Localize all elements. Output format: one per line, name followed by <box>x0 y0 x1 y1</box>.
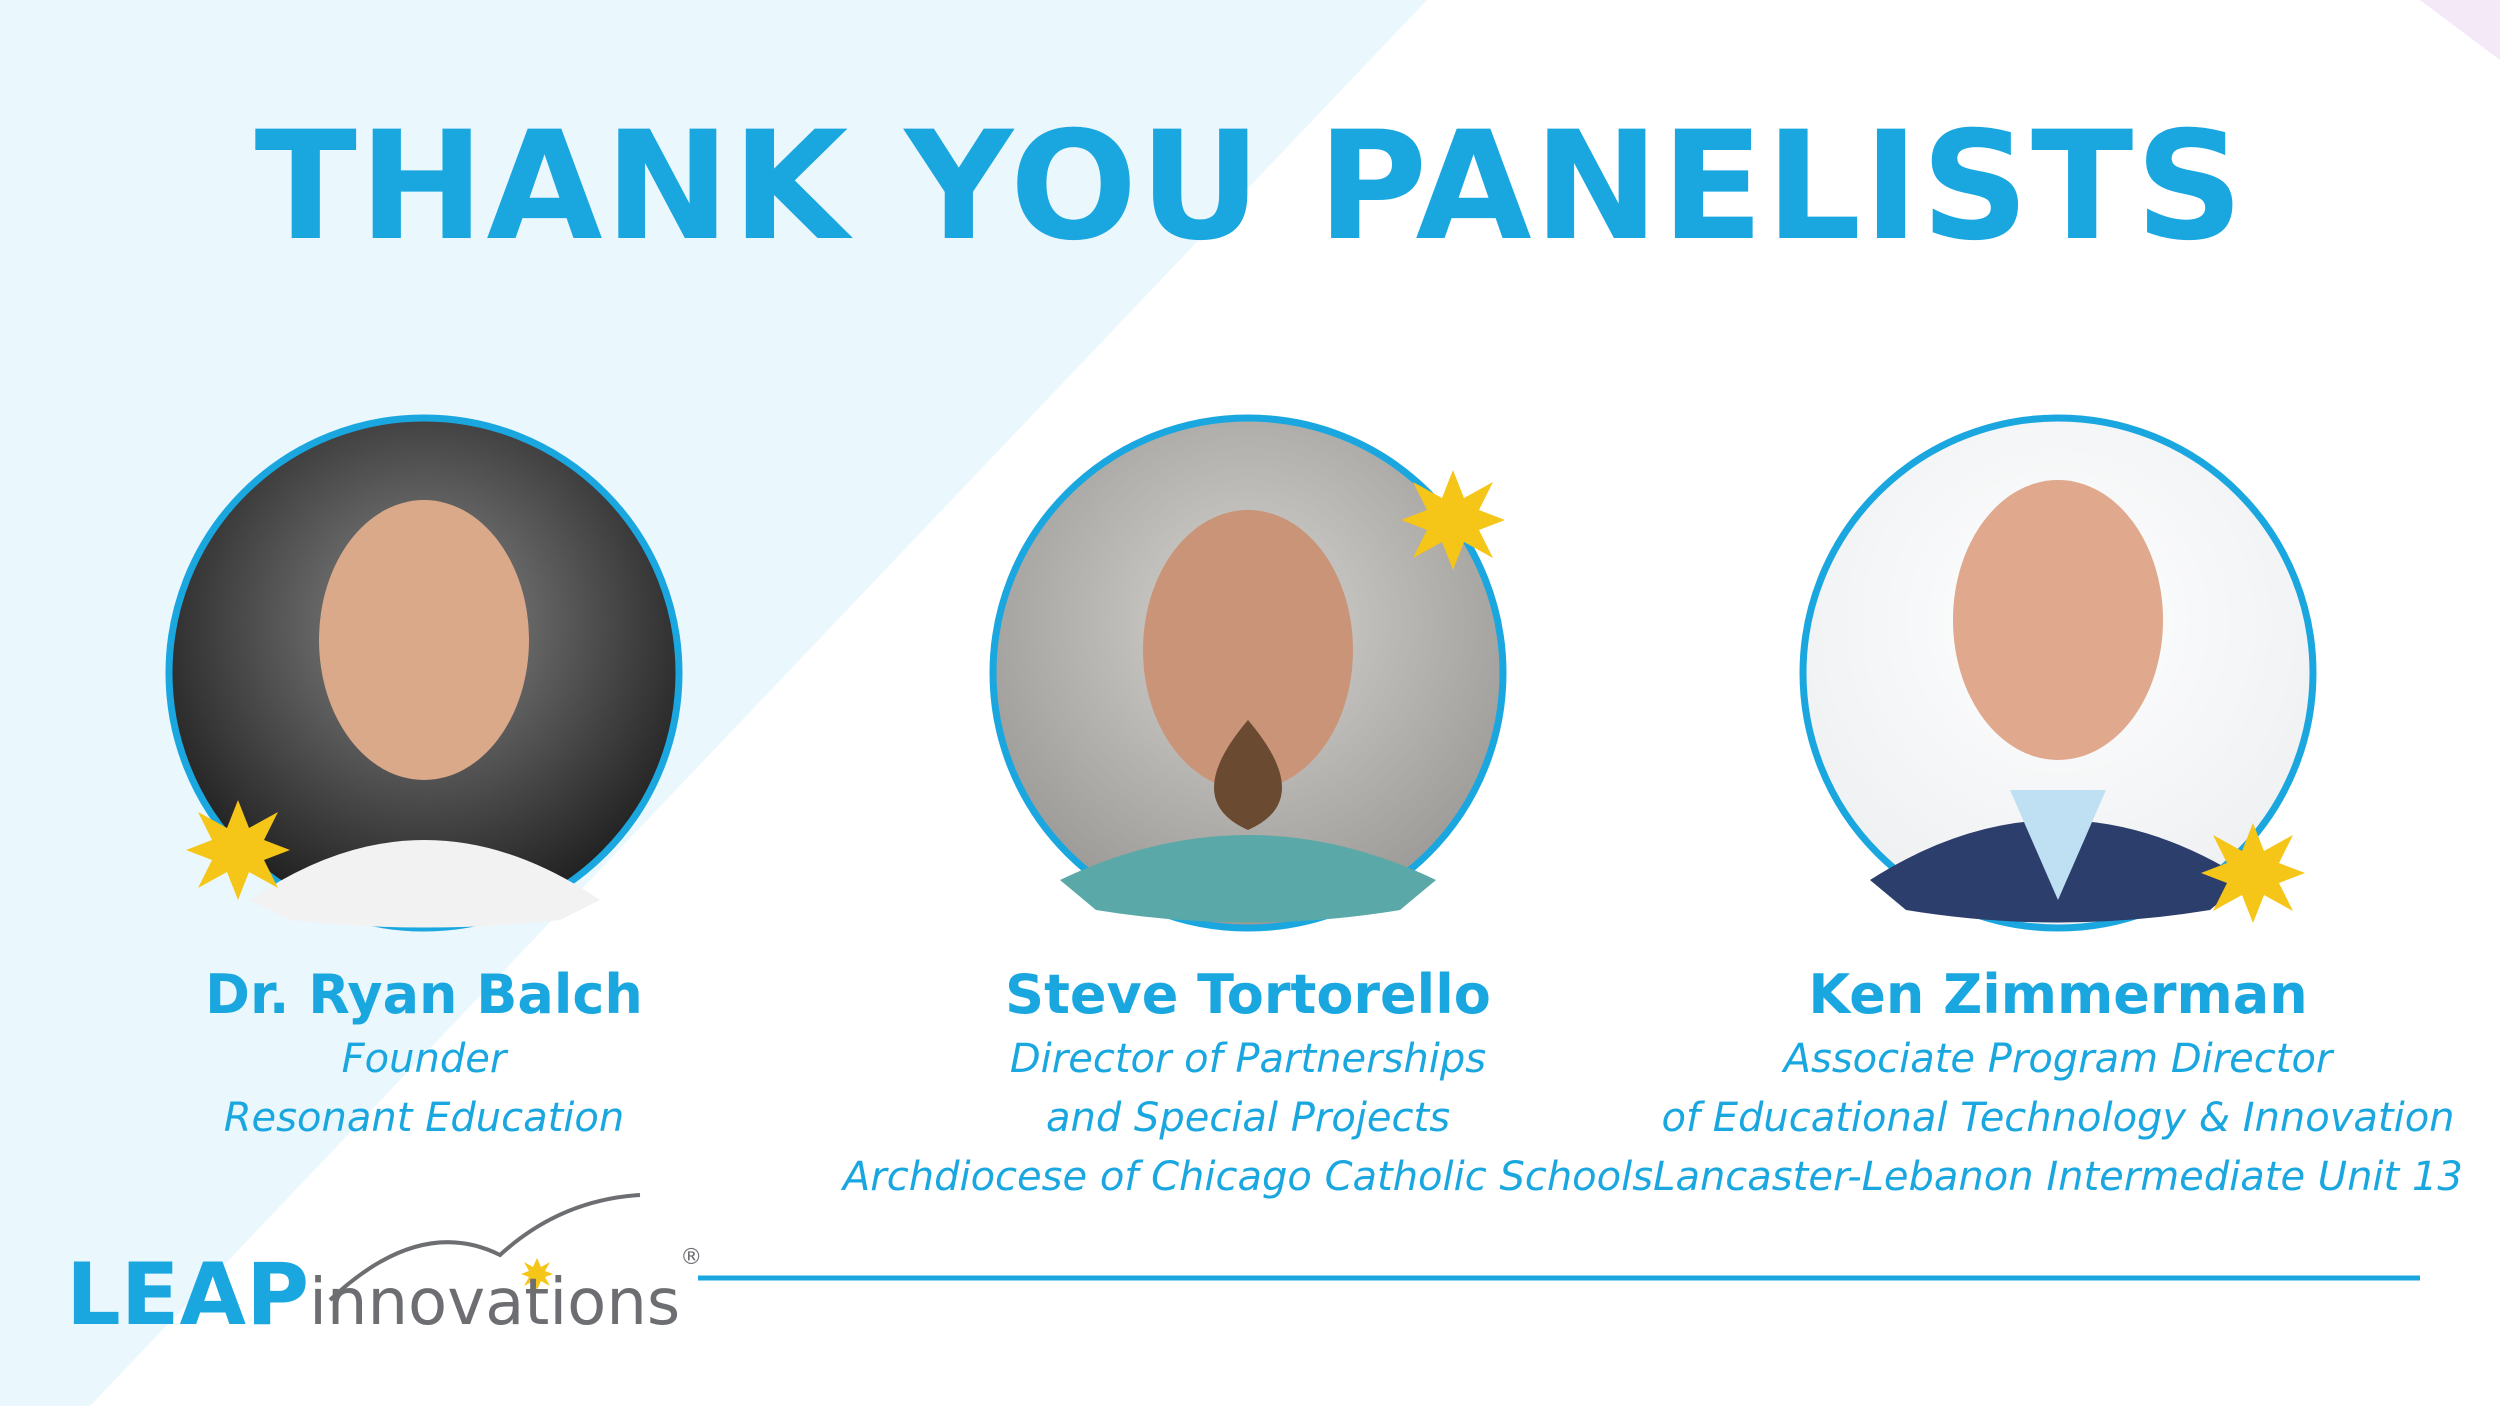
photo-2 <box>989 414 1507 932</box>
panelist-role: Director of Partnerships <box>1009 1036 1487 1082</box>
logo-arc <box>328 1193 641 1302</box>
photo-1 <box>165 414 683 932</box>
panelist: Ken Zimmerman Associate Program Director o… <box>1648 960 2468 1207</box>
logo: LEAPinnovations® <box>66 1245 702 1345</box>
logo-brand: LEAP <box>66 1245 310 1345</box>
panelist: Steve Tortorello Director of Partnerships… <box>838 960 1658 1207</box>
panelist-role: Resonant Education <box>223 1095 625 1141</box>
panelist-role: Associate Program Director <box>1783 1036 2333 1082</box>
title: THANK YOU PANELISTS <box>254 100 2246 274</box>
panelist: Dr. Ryan Balch Founder Resonant Education <box>14 960 834 1148</box>
panelist-role: of Educational Technology & Innovation <box>1661 1095 2455 1141</box>
panelist-name: Dr. Ryan Balch <box>205 963 643 1026</box>
diagonal-band <box>0 0 1427 1406</box>
corner-accent <box>2420 0 2500 60</box>
panelist-name: Ken Zimmerman <box>1808 963 2308 1026</box>
photo-3 <box>1799 414 2317 932</box>
panelist-role: Archdiocese of Chicago Catholic Schools <box>842 1154 1654 1200</box>
panelist-role: Founder <box>341 1036 507 1082</box>
panelist-role: Lancaster-Lebanon Intermediate Unit 13 <box>1653 1154 2463 1200</box>
logo-mark: ® <box>680 1245 703 1270</box>
logo-product: innovations <box>309 1266 681 1340</box>
panelist-name: Steve Tortorello <box>1005 963 1491 1026</box>
stars <box>186 470 2305 1290</box>
panelist-role: and Special Projects <box>1045 1095 1451 1141</box>
